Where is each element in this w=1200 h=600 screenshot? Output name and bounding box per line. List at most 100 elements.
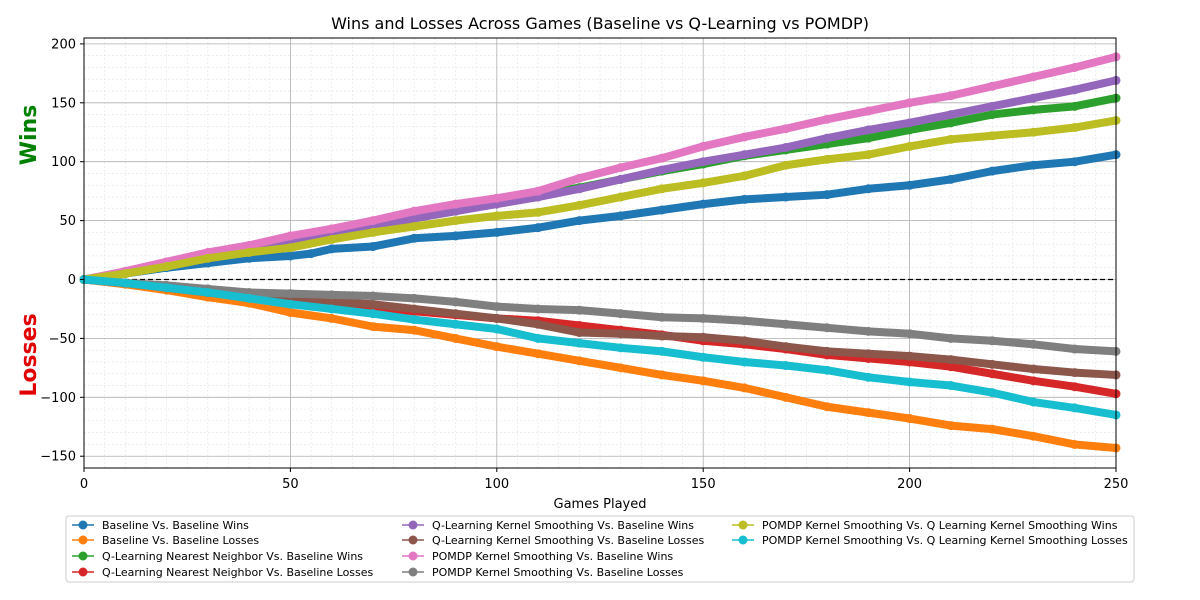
series-0-point-11 (492, 227, 502, 237)
series-9-point-15 (698, 352, 708, 362)
series-2-point-21 (946, 118, 956, 128)
series-1-point-22 (987, 424, 997, 434)
series-4-point-21 (946, 110, 956, 120)
series-8-point-10 (492, 211, 502, 221)
y-axis-label-losses: Losses (17, 313, 42, 396)
series-9-point-18 (822, 365, 832, 375)
series-4-point-13 (616, 174, 626, 184)
series-0-point-12 (533, 223, 543, 233)
series-8-point-24 (1070, 123, 1080, 133)
series-9-point-24 (1070, 403, 1080, 413)
series-8-point-1 (120, 269, 130, 279)
series-5-point-9 (451, 309, 461, 319)
series-7-point-22 (987, 336, 997, 346)
series-5-point-21 (946, 355, 956, 365)
series-8-point-22 (987, 131, 997, 141)
series-1-point-9 (451, 333, 461, 343)
series-1-point-17 (781, 392, 791, 402)
series-6-point-12 (574, 173, 584, 183)
series-4-point-20 (905, 118, 915, 128)
series-5-point-20 (905, 351, 915, 361)
series-4-point-8 (409, 213, 419, 223)
series-0-point-25 (1070, 157, 1080, 167)
series-1-point-23 (1028, 431, 1038, 441)
series-7-point-7 (368, 291, 378, 301)
series-1-point-10 (492, 342, 502, 352)
series-8-point-11 (533, 207, 543, 217)
series-1-point-13 (616, 363, 626, 373)
legend-swatch-marker (738, 520, 748, 530)
series-0-point-14 (616, 211, 626, 221)
series-3-point-23 (1028, 376, 1038, 386)
series-5-point-11 (533, 319, 543, 329)
series-6-point-9 (451, 199, 461, 209)
legend-item-2: Q-Learning Nearest Neighbor Vs. Baseline… (72, 550, 363, 563)
y-tick-label: 50 (59, 214, 76, 229)
series-9-point-3 (203, 287, 213, 297)
y-tick-label: 150 (51, 96, 76, 111)
legend-swatch-marker (408, 551, 418, 561)
series-9-point-20 (905, 377, 915, 387)
series-0-point-19 (822, 190, 832, 200)
series-9-point-16 (739, 357, 749, 367)
x-axis-label: Games Played (554, 497, 647, 512)
legend-item-4: Q-Learning Kernel Smoothing Vs. Baseline… (402, 519, 694, 532)
series-7-point-13 (616, 309, 626, 319)
series-8-point-18 (822, 154, 832, 164)
series-1-point-20 (905, 414, 915, 424)
series-4-point-12 (574, 184, 584, 194)
series-1-point-11 (533, 349, 543, 359)
series-9-point-2 (162, 283, 172, 293)
series-0-point-10 (451, 231, 461, 241)
series-2-point-22 (987, 110, 997, 120)
series-8-point-9 (451, 216, 461, 226)
series-0-point-15 (657, 205, 667, 215)
series-line-8 (80, 116, 1120, 284)
legend-label: Baseline Vs. Baseline Losses (102, 534, 259, 547)
series-7-point-5 (285, 289, 295, 299)
series-9-point-7 (368, 309, 378, 319)
legend-label: POMDP Kernel Smoothing Vs. Baseline Loss… (432, 566, 684, 579)
series-6-point-4 (244, 240, 254, 250)
series-4-point-23 (1028, 93, 1038, 103)
series-8-point-20 (905, 141, 915, 151)
series-8-point-21 (946, 134, 956, 144)
series-2-point-24 (1070, 101, 1080, 111)
legend-swatch-marker (78, 551, 88, 561)
series-5-point-6 (327, 297, 337, 307)
series-1-point-18 (822, 402, 832, 412)
series-9-point-19 (863, 372, 873, 382)
series-0-point-22 (946, 174, 956, 184)
legend: Baseline Vs. Baseline Wins Baseline Vs. B… (65, 515, 1135, 583)
series-0-point-7 (327, 244, 337, 254)
x-tick-label: 250 (1104, 477, 1129, 492)
series-4-point-24 (1070, 85, 1080, 95)
series-9-point-22 (987, 388, 997, 398)
series-8-point-6 (327, 234, 337, 244)
series-6-point-19 (863, 106, 873, 116)
series-4-point-22 (987, 101, 997, 111)
y-tick-label: 0 (68, 273, 76, 288)
series-1-point-8 (409, 325, 419, 335)
legend-label: Q-Learning Nearest Neighbor Vs. Baseline… (102, 550, 363, 563)
series-0-point-17 (739, 194, 749, 204)
legend-item-9: POMDP Kernel Smoothing Vs. Q Learning Ke… (732, 534, 1128, 547)
series-line-7 (80, 275, 1120, 356)
legend-label: POMDP Kernel Smoothing Vs. Baseline Wins (432, 550, 673, 563)
series-8-point-5 (285, 243, 295, 253)
series-9-point-6 (327, 304, 337, 314)
x-axis-ticks: 0 50 100 150 200 250 (80, 468, 1129, 492)
series-5-point-7 (368, 299, 378, 309)
series-0-point-6 (306, 249, 316, 259)
series-9-point-5 (285, 299, 295, 309)
series-5-point-13 (616, 329, 626, 339)
legend-label: POMDP Kernel Smoothing Vs. Q Learning Ke… (762, 519, 1118, 532)
legend-label: POMDP Kernel Smoothing Vs. Q Learning Ke… (762, 534, 1128, 547)
series-9-point-12 (574, 338, 584, 348)
legend-item-6: POMDP Kernel Smoothing Vs. Baseline Wins (402, 550, 673, 563)
series-5-point-24 (1070, 368, 1080, 378)
series-7-point-16 (739, 316, 749, 326)
series-6-point-14 (657, 153, 667, 163)
series-8-point-19 (863, 150, 873, 160)
